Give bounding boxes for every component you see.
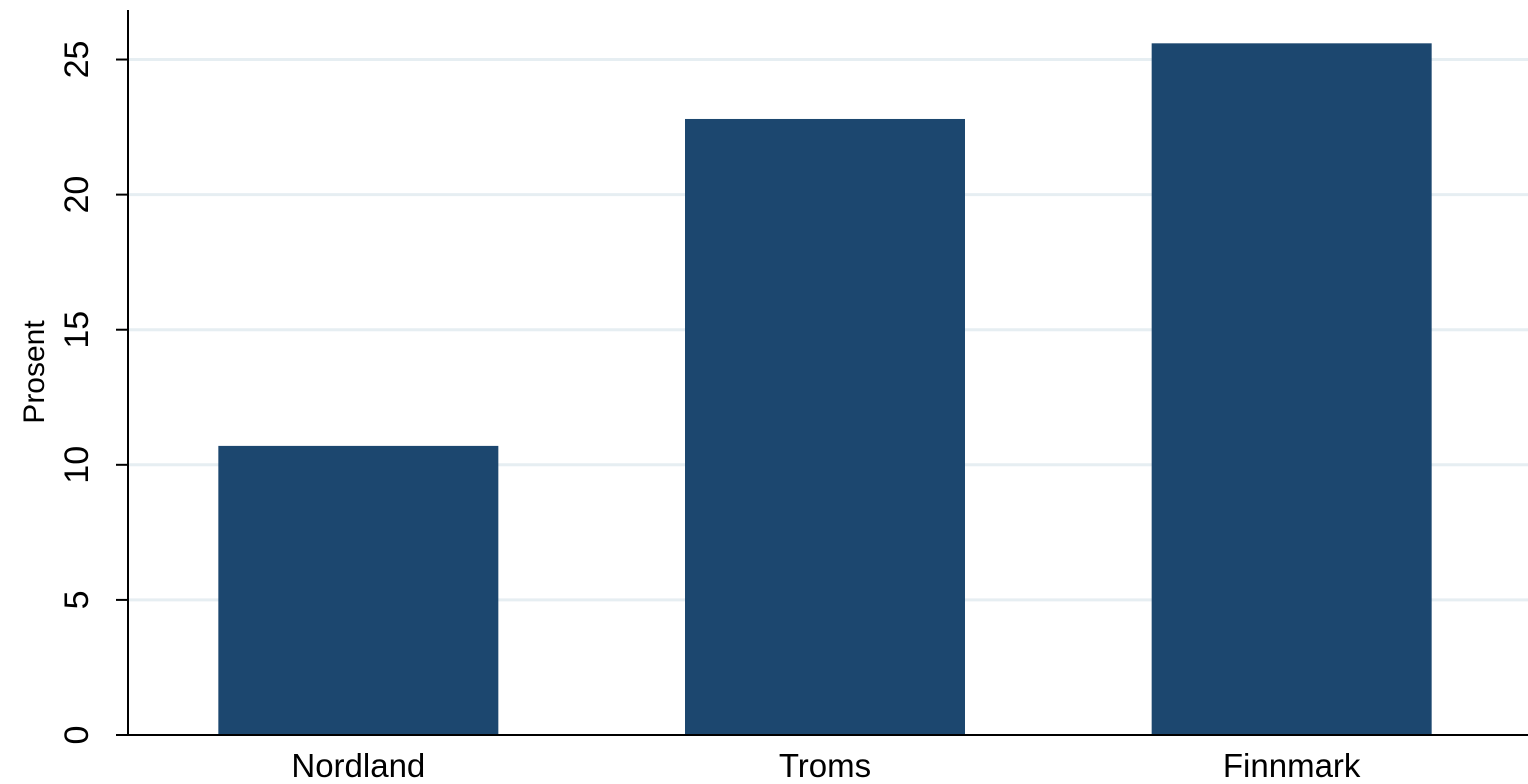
- y-tick-label-20: 20: [58, 176, 96, 214]
- axis-layer: [127, 10, 1528, 736]
- category-label-nordland: Nordland: [291, 747, 425, 784]
- y-tick-label-0: 0: [58, 726, 96, 745]
- y-tick-label-15: 15: [58, 311, 96, 349]
- bar-finnmark: [1151, 43, 1432, 736]
- bar-troms: [685, 118, 965, 736]
- y-tick-label-10: 10: [58, 446, 96, 484]
- category-label-layer: Nordland Troms Finnmark: [291, 747, 1361, 784]
- y-axis-label: Prosent: [18, 320, 51, 424]
- bar-layer: [218, 43, 1432, 736]
- category-label-finnmark: Finnmark: [1223, 747, 1361, 784]
- y-tick-label-5: 5: [58, 590, 96, 609]
- y-tick-label-25: 25: [58, 41, 96, 79]
- category-label-troms: Troms: [779, 747, 871, 784]
- bar-nordland: [218, 445, 499, 735]
- tick-layer: 0 5 10 15 20 25: [58, 41, 128, 745]
